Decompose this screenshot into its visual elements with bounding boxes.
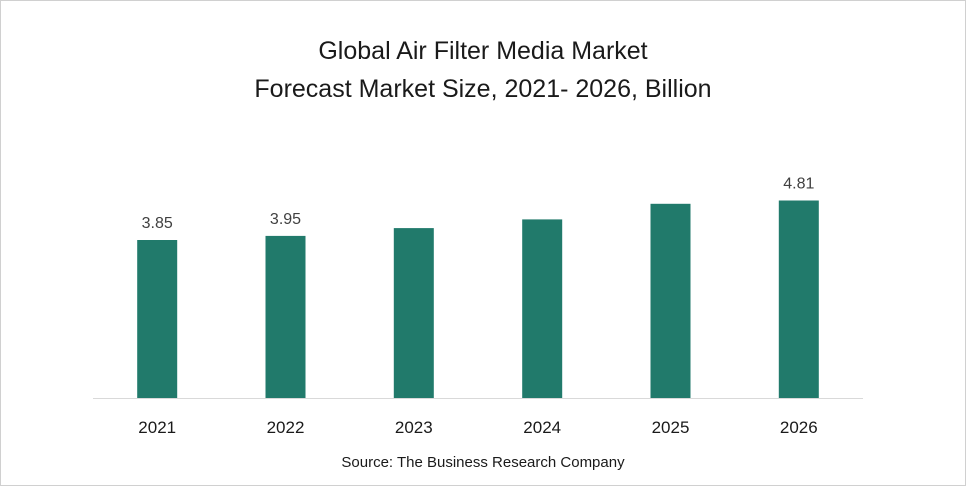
x-tick-label-2023: 2023 [395,418,433,437]
bar-2025 [650,203,691,398]
data-label-2026: 4.81 [783,176,814,193]
chart-title: Global Air Filter Media Market [318,37,648,65]
x-tick-label-2024: 2024 [523,418,561,437]
x-tick-label-2022: 2022 [267,418,305,437]
bar-2026 [778,200,819,398]
data-label-2022: 3.95 [270,211,301,228]
x-tick-labels-group: 2021 2022 2023 2024 2025 2026 [138,418,817,437]
bar-2021 [137,240,178,398]
bars-group [137,200,819,398]
bar-2024 [522,219,563,398]
source-note: Source: The Business Research Company [341,454,625,471]
data-label-2021: 3.85 [142,215,173,232]
x-tick-label-2026: 2026 [780,418,818,437]
x-tick-label-2021: 2021 [138,418,176,437]
data-labels-group: 3.85 3.95 4.81 [142,176,815,233]
x-tick-label-2025: 2025 [652,418,690,437]
bar-2023 [393,228,434,398]
bar-2022 [265,235,306,398]
chart-subtitle: Forecast Market Size, 2021- 2026, Billio… [254,75,712,103]
